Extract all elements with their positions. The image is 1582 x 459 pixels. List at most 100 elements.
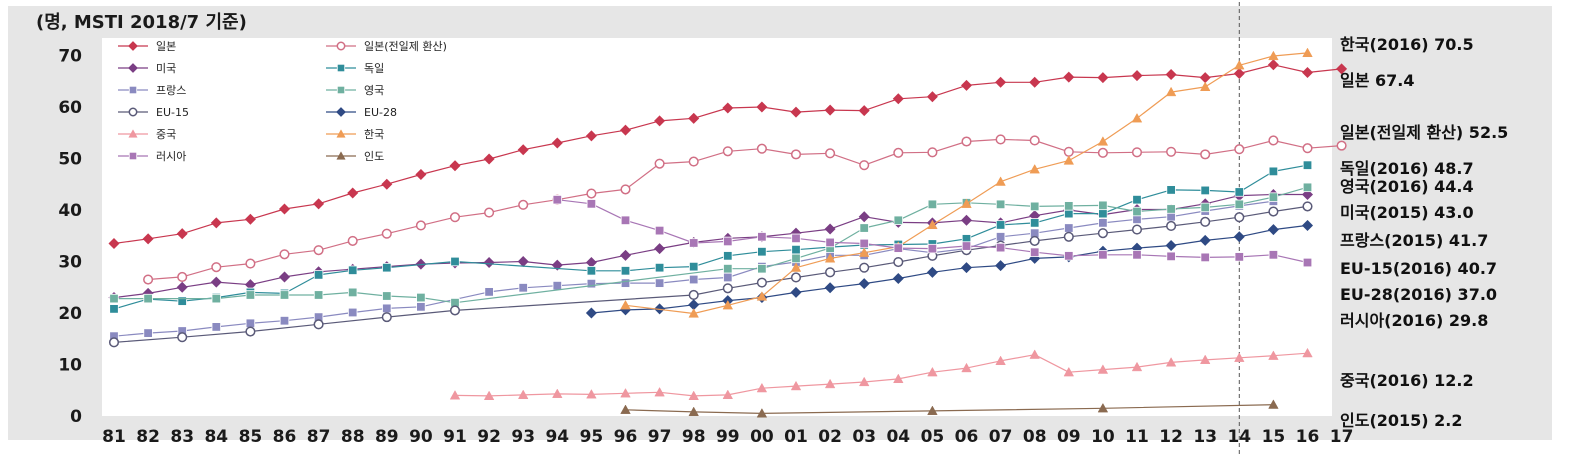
data-point-일본-85 bbox=[244, 213, 256, 225]
data-point-일본-92 bbox=[483, 153, 495, 165]
data-point-중국-15 bbox=[1268, 350, 1279, 360]
data-point-독일-87 bbox=[313, 270, 324, 280]
data-point-프랑스-12 bbox=[1166, 211, 1176, 222]
data-point-러시아-16 bbox=[1302, 257, 1313, 268]
data-point-일본-84 bbox=[210, 217, 222, 229]
data-point-eu-28-01 bbox=[790, 286, 802, 298]
data-point-일본-99 bbox=[722, 102, 734, 114]
data-point-eu-15-11 bbox=[1131, 224, 1143, 235]
data-point-eu-15-02 bbox=[825, 267, 836, 278]
data-point-러시아-03 bbox=[859, 238, 869, 249]
data-point-독일-09 bbox=[1064, 208, 1074, 219]
data-point-중국-01 bbox=[790, 380, 802, 391]
data-point-독일-83 bbox=[177, 296, 187, 306]
x-tick-label-09: 09 bbox=[1057, 427, 1081, 447]
data-point-독일-98 bbox=[689, 261, 699, 272]
data-point-독일-88 bbox=[347, 265, 358, 275]
data-point-일본-전일제-환산-83 bbox=[177, 271, 188, 283]
data-point-eu-15-89 bbox=[381, 312, 392, 323]
data-point-eu-28-02 bbox=[824, 282, 836, 294]
legend-item-영국: 영국 bbox=[326, 84, 384, 97]
data-point-독일-91 bbox=[450, 256, 460, 267]
legend-marker-중국 bbox=[128, 129, 138, 138]
data-point-일본-전일제-환산-91 bbox=[449, 212, 461, 223]
data-point-일본-전일제-환산-82 bbox=[143, 274, 154, 285]
x-tick-label-12: 12 bbox=[1159, 427, 1183, 447]
data-point-한국-05 bbox=[927, 219, 938, 230]
data-point-일본-전일제-환산-09 bbox=[1063, 146, 1074, 157]
data-point-영국-16 bbox=[1302, 182, 1313, 193]
data-point-영국-81 bbox=[109, 293, 119, 304]
data-point-중국-96 bbox=[620, 388, 631, 398]
data-point-러시아-11 bbox=[1132, 250, 1142, 260]
data-point-인도-15 bbox=[1268, 399, 1279, 409]
data-point-일본-전일제-환산-13 bbox=[1200, 149, 1211, 160]
data-point-eu-28-05 bbox=[926, 266, 938, 278]
data-point-미국-03 bbox=[858, 211, 870, 223]
data-point-eu-28-07 bbox=[995, 260, 1007, 272]
series-line-인도 bbox=[625, 404, 1274, 414]
data-point-프랑스-95 bbox=[586, 278, 597, 289]
end-label-eu-15-2016-40-7: EU-15(2016) 40.7 bbox=[1340, 259, 1497, 278]
data-point-영국-99 bbox=[723, 264, 733, 274]
x-tick-label-90: 90 bbox=[409, 427, 433, 447]
x-tick-label-02: 02 bbox=[818, 427, 842, 447]
data-point-러시아-98 bbox=[689, 238, 699, 248]
legend-item-독일: 독일 bbox=[326, 61, 384, 75]
legend-marker-독일 bbox=[336, 63, 346, 73]
data-point-독일-07 bbox=[995, 220, 1006, 230]
legend-label-독일: 독일 bbox=[364, 61, 384, 75]
data-point-eu-15-10 bbox=[1097, 228, 1108, 239]
data-point-독일-97 bbox=[654, 262, 665, 273]
data-point-일본-전일제-환산-01 bbox=[790, 149, 802, 160]
data-point-eu-28-06 bbox=[960, 262, 973, 274]
data-point-일본-전일제-환산-04 bbox=[893, 147, 904, 158]
data-point-eu-15-81 bbox=[108, 337, 120, 348]
data-point-미국-83 bbox=[176, 281, 188, 293]
data-point-일본-전일제-환산-08 bbox=[1029, 135, 1040, 146]
data-point-중국-05 bbox=[927, 366, 938, 377]
series-독일 bbox=[109, 160, 1313, 314]
x-tick-label-01: 01 bbox=[784, 427, 808, 447]
data-point-한국-98 bbox=[688, 308, 699, 318]
data-point-영국-10 bbox=[1098, 200, 1108, 211]
data-point-러시아-13 bbox=[1200, 252, 1210, 263]
data-point-일본-전일제-환산-16 bbox=[1302, 143, 1313, 154]
data-point-인도-10 bbox=[1097, 402, 1109, 413]
data-point-일본-06 bbox=[960, 79, 973, 91]
legend-marker-eu-28 bbox=[336, 107, 346, 117]
x-tick-label-00: 00 bbox=[750, 427, 774, 447]
data-point-프랑스-85 bbox=[245, 318, 256, 329]
data-point-일본-87 bbox=[313, 198, 325, 210]
end-label-한국-2016-70-5: 한국(2016) 70.5 bbox=[1340, 35, 1474, 54]
data-point-영국-00 bbox=[757, 264, 767, 274]
data-point-중국-02 bbox=[824, 378, 836, 389]
data-point-러시아-02 bbox=[825, 237, 835, 248]
data-point-한국-14 bbox=[1234, 59, 1245, 70]
data-point-일본-전일제-환산-88 bbox=[347, 235, 358, 246]
data-point-일본-03 bbox=[858, 105, 870, 117]
data-point-영국-08 bbox=[1030, 201, 1040, 212]
x-axis-ticks: 81 82 83 84 85 86 87 88 89 90 91 92 93 94 95 96 97 98 99 00… bbox=[102, 427, 1353, 447]
legend-item-한국: 한국 bbox=[326, 128, 384, 141]
data-point-러시아-01 bbox=[791, 233, 801, 244]
data-point-eu-15-01 bbox=[790, 272, 802, 283]
data-point-일본-전일제-환산-85 bbox=[245, 258, 256, 269]
data-point-중국-14 bbox=[1234, 352, 1245, 362]
legend-marker-영국 bbox=[336, 85, 346, 95]
series-line-중국 bbox=[454, 352, 1308, 397]
legend-marker-러시아 bbox=[128, 151, 138, 161]
series-line-eu-28 bbox=[591, 224, 1308, 314]
data-point-프랑스-97 bbox=[654, 278, 665, 288]
data-point-프랑스-94 bbox=[552, 281, 563, 291]
data-point-영국-82 bbox=[143, 293, 153, 304]
data-point-영국-13 bbox=[1200, 202, 1210, 213]
data-point-일본-전일제-환산-12 bbox=[1166, 146, 1177, 157]
legend-marker-미국 bbox=[128, 63, 138, 73]
data-point-독일-81 bbox=[109, 304, 119, 314]
data-point-프랑스-82 bbox=[143, 328, 153, 338]
data-point-eu-15-00 bbox=[756, 277, 767, 288]
data-point-eu-15-03 bbox=[859, 262, 870, 273]
legend-label-미국: 미국 bbox=[156, 62, 176, 75]
